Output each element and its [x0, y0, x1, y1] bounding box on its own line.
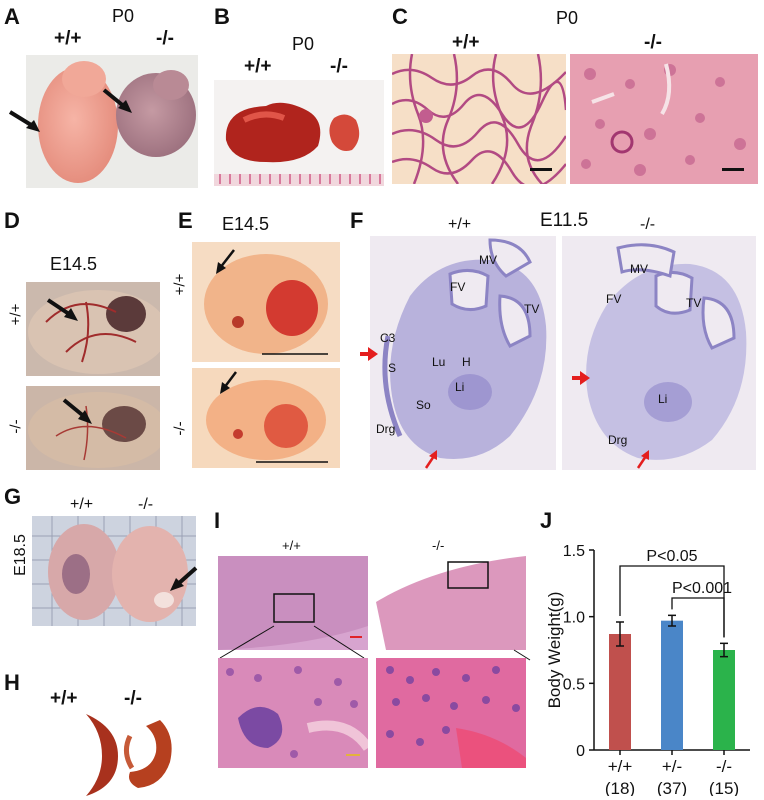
- panel-b-stage: P0: [292, 34, 315, 54]
- panel-c-stage: P0: [556, 8, 579, 28]
- panel-i-ko-label: -/-: [432, 538, 445, 553]
- wt-label-h: H: [462, 355, 471, 369]
- bar: [609, 634, 631, 750]
- panel-g-stage: E18.5: [12, 534, 29, 576]
- panel-a-photo: [26, 55, 198, 188]
- x-count-label: (18): [605, 779, 635, 796]
- panel-d-stage: E14.5: [50, 254, 98, 274]
- ko-label-tv: TV: [686, 296, 702, 310]
- ko-label-li: Li: [658, 392, 668, 406]
- panel-e-arrow-wt: [216, 249, 235, 274]
- panel-d-ko-label: -/-: [7, 419, 25, 434]
- panel-i-wt-label: +/+: [282, 538, 301, 553]
- ko-label-fv: FV: [606, 292, 622, 306]
- bar: [713, 650, 735, 750]
- panel-label-e: E: [178, 208, 193, 233]
- panel-label-d: D: [4, 208, 20, 233]
- panel-b-ko-label: -/-: [330, 56, 348, 77]
- panel-a-arrow-ko: [102, 88, 132, 113]
- panel-i-ko-highmag: [376, 658, 526, 768]
- panel-c-ko-label: -/-: [644, 32, 662, 53]
- wt-label-tv: TV: [524, 302, 540, 316]
- panel-label-g: G: [4, 484, 22, 509]
- wt-label-mv: MV: [479, 253, 497, 267]
- panel-f-ko-section: [562, 236, 756, 470]
- panel-f-wt-red-arrow-bottom: [424, 450, 437, 469]
- panel-i-zoom-lines: [219, 625, 531, 661]
- wt-label-lu: Lu: [432, 355, 446, 369]
- y-axis-label: Body Weight(g): [545, 592, 564, 709]
- panel-label-a: A: [4, 4, 20, 29]
- panel-b-wt-label: +/+: [244, 56, 272, 77]
- panel-f-wt-label: +/+: [448, 216, 472, 233]
- panel-f-ko-label: -/-: [640, 216, 656, 233]
- wt-label-s: S: [388, 361, 397, 375]
- panel-c-wt-histology: [392, 54, 566, 184]
- panel-f-stage: E11.5: [540, 210, 589, 231]
- wt-label-li: Li: [455, 380, 465, 394]
- x-tick-label: +/-: [662, 757, 682, 776]
- panel-c-wt-label: +/+: [452, 32, 480, 53]
- panel-label-b: B: [214, 4, 230, 29]
- y-tick-label: 1.0: [563, 610, 585, 627]
- x-tick-label: +/+: [608, 757, 633, 776]
- panel-e-arrow-ko: [220, 371, 237, 394]
- panel-label-i: I: [214, 508, 221, 533]
- panel-a-stage: P0: [112, 6, 135, 26]
- panel-e-stage: E14.5: [222, 214, 270, 234]
- panel-d-ko-photo: [26, 386, 160, 470]
- panel-i-wt-lowmag: [218, 556, 368, 650]
- ko-label-mv: MV: [630, 262, 648, 276]
- panel-f-wt-section: [370, 236, 556, 470]
- panel-label-f: F: [350, 208, 364, 233]
- bar: [661, 620, 683, 750]
- panel-h-wt-label: +/+: [50, 688, 78, 709]
- panel-h-ko-label: -/-: [124, 688, 142, 709]
- body-weight-chart: 0 0.5 1.0 1.5 Body Weight(g) +/+ (18) +/- (37) -/…: [545, 543, 750, 796]
- panel-g-wt-label: +/+: [70, 496, 94, 513]
- panel-a-arrow-wt: [8, 110, 40, 132]
- y-tick-label: 1.5: [563, 543, 585, 560]
- x-count-label: (37): [657, 779, 687, 796]
- significance-bracket: [671, 597, 725, 638]
- panel-g-photo: [32, 516, 196, 626]
- panel-a-wt-label: +/+: [54, 28, 82, 49]
- panel-f-ko-red-arrow-left: [572, 371, 590, 385]
- panel-b-photo: [214, 80, 384, 186]
- panel-i-ko-lowmag: [376, 556, 526, 650]
- y-tick-label: 0.5: [563, 676, 585, 693]
- panel-e-ko-photo: [192, 368, 340, 468]
- y-tick-label: 0: [576, 743, 585, 760]
- panel-e-wt-photo: [192, 242, 340, 362]
- wt-label-so: So: [416, 398, 431, 412]
- panel-g-ko-label: -/-: [138, 496, 154, 513]
- panel-label-c: C: [392, 4, 408, 29]
- significance-label: P<0.001: [672, 580, 732, 597]
- panel-i-wt-highmag: [218, 658, 368, 768]
- wt-label-drg: Drg: [376, 422, 396, 436]
- panel-g-arrow-ko: [170, 566, 198, 591]
- panel-c-ko-histology: [570, 54, 758, 184]
- panel-e-wt-label: +/+: [171, 273, 189, 296]
- x-count-label: (15): [709, 779, 739, 796]
- panel-d-wt-label: +/+: [7, 303, 25, 326]
- panel-a-ko-label: -/-: [156, 28, 174, 49]
- panel-label-j: J: [540, 508, 553, 533]
- panel-label-h: H: [4, 670, 20, 695]
- x-tick-label: -/-: [716, 757, 732, 776]
- ko-label-drg: Drg: [608, 433, 628, 447]
- significance-label: P<0.05: [646, 548, 697, 565]
- wt-label-fv: FV: [450, 280, 466, 294]
- panel-f-wt-red-arrow-left: [360, 347, 378, 361]
- wt-label-c3: C3: [380, 331, 396, 345]
- panel-d-arrow-ko: [62, 398, 92, 424]
- panel-f-ko-red-arrow-bottom: [636, 450, 649, 469]
- panel-h-photo: [86, 714, 172, 796]
- panel-e-ko-label: -/-: [171, 421, 189, 436]
- panel-d-arrow-wt: [46, 298, 78, 321]
